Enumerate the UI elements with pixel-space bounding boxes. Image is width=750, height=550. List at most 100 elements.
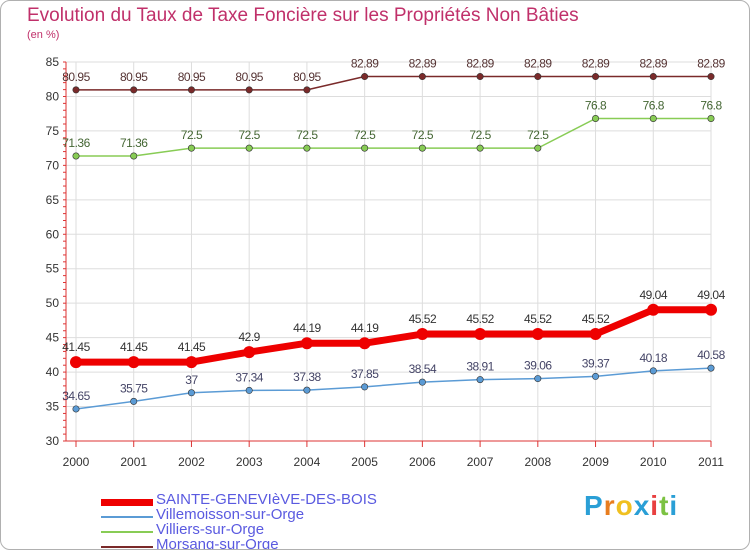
- data-label: 37.34: [235, 370, 263, 384]
- data-point: [418, 73, 426, 81]
- x-tick-label: 2009: [582, 455, 609, 469]
- data-label: 37.85: [351, 367, 379, 381]
- logo-letter: r: [603, 490, 616, 521]
- data-point: [245, 86, 253, 94]
- data-label: 72.5: [354, 128, 376, 142]
- x-tick-label: 2008: [524, 455, 551, 469]
- x-tick-label: 2007: [467, 455, 494, 469]
- data-label: 72.5: [469, 128, 491, 142]
- data-point: [418, 378, 426, 386]
- x-tick-label: 2001: [120, 455, 147, 469]
- data-label: 82.89: [351, 57, 379, 71]
- y-tick-label: 40: [46, 365, 60, 379]
- data-label: 40.18: [640, 351, 668, 365]
- series-line-3: [76, 75, 711, 91]
- x-tick-label: 2000: [63, 455, 90, 469]
- data-label: 82.89: [582, 57, 610, 71]
- data-point: [72, 152, 80, 160]
- data-label: 45.52: [409, 312, 437, 326]
- data-label: 71.36: [62, 136, 90, 150]
- data-label: 80.95: [120, 70, 148, 84]
- data-label: 39.06: [524, 359, 552, 373]
- data-point: [243, 346, 256, 359]
- data-point: [707, 73, 715, 81]
- data-label: 45.52: [466, 312, 494, 326]
- data-point: [361, 144, 369, 152]
- data-label: 82.89: [466, 57, 494, 71]
- data-label: 72.5: [239, 128, 261, 142]
- data-label: 72.5: [412, 128, 434, 142]
- data-point: [303, 144, 311, 152]
- data-point: [303, 386, 311, 394]
- y-tick-label: 30: [46, 434, 60, 448]
- chart-subtitle: (en %): [27, 29, 60, 41]
- data-point: [707, 364, 715, 372]
- data-label: 71.36: [120, 136, 148, 150]
- data-label: 45.52: [524, 312, 552, 326]
- data-point: [361, 73, 369, 81]
- data-label: 40.58: [697, 348, 725, 362]
- data-label: 34.65: [62, 389, 90, 403]
- data-point: [476, 144, 484, 152]
- y-tick-label: 70: [46, 158, 60, 172]
- data-label: 37: [185, 373, 198, 387]
- data-point: [72, 405, 80, 413]
- data-label: 49.04: [697, 288, 725, 302]
- data-point: [534, 375, 542, 383]
- logo-letter: x: [633, 490, 651, 521]
- data-point: [534, 144, 542, 152]
- data-label: 76.8: [643, 99, 665, 113]
- y-tick-label: 50: [46, 296, 60, 310]
- data-label: 82.89: [640, 57, 668, 71]
- data-point: [245, 144, 253, 152]
- data-label: 41.45: [120, 340, 148, 354]
- x-tick-label: 2011: [698, 455, 724, 469]
- data-point: [303, 86, 311, 94]
- series-line-1: [75, 367, 712, 410]
- data-label: 44.19: [351, 321, 379, 335]
- data-point: [531, 328, 544, 341]
- legend-label: Morsang-sur-Orge: [156, 536, 279, 550]
- y-tick-label: 65: [46, 193, 60, 207]
- proxiti-logo: Proxiti: [584, 490, 678, 522]
- data-label: 39.37: [582, 356, 610, 370]
- logo-letter: P: [584, 490, 604, 521]
- data-label: 42.9: [239, 330, 261, 344]
- data-label: 41.45: [178, 340, 206, 354]
- series-line-0: [76, 306, 711, 366]
- data-point: [416, 328, 429, 341]
- data-point: [592, 115, 600, 123]
- legend-label: SAINTE-GENEVIèVE-DES-BOIS: [156, 491, 377, 508]
- data-label: 80.95: [235, 70, 263, 84]
- data-point: [185, 356, 198, 369]
- y-tick-label: 75: [46, 124, 60, 138]
- data-label: 80.95: [62, 70, 90, 84]
- data-point: [130, 86, 138, 94]
- data-label: 38.91: [466, 360, 494, 374]
- data-point: [130, 397, 138, 405]
- data-label: 76.8: [585, 99, 607, 113]
- data-point: [474, 328, 487, 341]
- logo-letter: i: [669, 490, 679, 521]
- legend-label: Villiers-sur-Orge: [156, 521, 265, 538]
- data-point: [187, 389, 195, 397]
- data-point: [707, 115, 715, 123]
- series-line-2: [76, 117, 711, 157]
- data-point: [476, 376, 484, 384]
- x-tick-label: 2003: [236, 455, 263, 469]
- data-label: 72.5: [181, 128, 203, 142]
- logo-letter: i: [650, 490, 660, 521]
- x-tick-label: 2004: [294, 455, 321, 469]
- x-tick-label: 2002: [178, 455, 205, 469]
- data-label: 41.45: [62, 340, 90, 354]
- y-tick-label: 85: [46, 55, 60, 69]
- x-tick-label: 2010: [640, 455, 667, 469]
- data-label: 38.54: [409, 362, 437, 376]
- data-label: 82.89: [697, 57, 725, 71]
- data-point: [70, 356, 82, 369]
- data-point: [476, 73, 484, 81]
- logo-letter: t: [659, 490, 670, 521]
- data-point: [245, 386, 253, 394]
